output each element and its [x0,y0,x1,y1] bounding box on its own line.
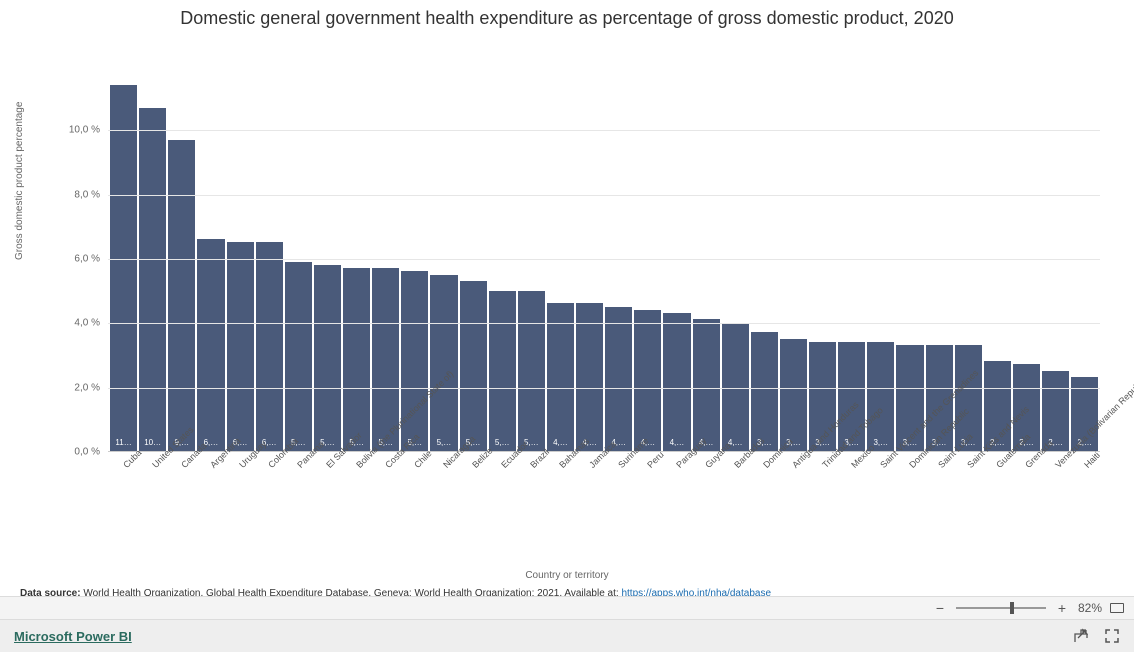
x-tick: Haiti [1071,456,1098,566]
x-tick: Nicaragua [430,456,457,566]
x-tick: Argentina [197,456,224,566]
bar[interactable]: 5,… [285,262,312,451]
report-canvas: Domestic general government health expen… [0,0,1134,595]
x-tick: Costa Rica [372,456,399,566]
x-tick: Saint Lucia [926,456,953,566]
chart-area[interactable]: 0,0 %2,0 %4,0 %6,0 %8,0 %10,0 % 11…10…9,… [60,82,1100,452]
footer-bar: Microsoft Power BI [0,620,1134,652]
x-tick: Peru [634,456,661,566]
x-tick-label: Haiti [1082,450,1102,470]
x-tick: Guatemala [984,456,1011,566]
bar[interactable]: 6,… [227,242,254,451]
bar[interactable]: 11… [110,85,137,451]
x-tick: Mexico [838,456,865,566]
y-axis-label: Gross domestic product percentage [14,102,25,260]
x-tick: Panama [285,456,312,566]
share-icon[interactable] [1072,628,1088,644]
gridline [108,259,1100,260]
x-tick: Chile [401,456,428,566]
x-tick: Grenada [1013,456,1040,566]
fullscreen-icon[interactable] [1104,628,1120,644]
y-tick: 6,0 % [74,253,100,264]
zoom-value: 82% [1078,601,1102,615]
gridline [108,323,1100,324]
bar[interactable]: 5,… [343,268,370,451]
y-tick: 0,0 % [74,447,100,458]
bar[interactable]: 5,… [489,291,516,451]
bar-value-label: 3,… [873,438,888,447]
bar-value-label: 10… [144,438,161,447]
bar[interactable]: 6,… [197,239,224,451]
bar[interactable]: 4,… [576,303,603,451]
y-tick: 2,0 % [74,382,100,393]
bar[interactable]: 4,… [605,307,632,451]
bar[interactable]: 4,… [547,303,574,451]
x-tick: Brazil [518,456,545,566]
x-tick: Bolivia (the Plurinational State of) [343,456,370,566]
bar[interactable]: 3,… [867,342,894,451]
x-axis-labels: CubaUnited StatesCanadaArgentinaUruguayC… [108,456,1100,566]
bar[interactable]: 5,… [460,281,487,451]
x-tick: Paraguay [663,456,690,566]
y-tick: 8,0 % [74,189,100,200]
zoom-out-button[interactable]: − [932,600,948,616]
bar[interactable]: 4,… [663,313,690,451]
x-tick: Saint Kitts and Nevis [955,456,982,566]
x-tick: United States [139,456,166,566]
zoom-toolbar: − + 82% [0,596,1134,620]
x-tick: Trinidad and Tobago [809,456,836,566]
bar[interactable]: 3,… [780,339,807,451]
y-tick: 10,0 % [69,125,100,136]
x-tick: Dominican Republic [896,456,923,566]
x-tick: Uruguay [227,456,254,566]
x-tick: Colombia [256,456,283,566]
bar-value-label: 11… [115,438,131,447]
x-tick: Venezuela (Bolivarian Republic of) [1042,456,1069,566]
fit-to-page-icon[interactable] [1110,603,1124,613]
chart-title: Domestic general government health expen… [0,0,1134,29]
x-tick: Jamaica [576,456,603,566]
footer-icons [1072,628,1120,644]
bar[interactable]: 10… [139,108,166,451]
bar-value-label: 5,… [495,438,510,447]
y-axis: 0,0 %2,0 %4,0 %6,0 %8,0 %10,0 % [60,82,104,452]
x-tick: Belize [460,456,487,566]
y-tick: 4,0 % [74,318,100,329]
zoom-in-button[interactable]: + [1054,600,1070,616]
x-tick: Suriname [605,456,632,566]
x-tick: El Salvador [314,456,341,566]
zoom-slider-handle[interactable] [1010,602,1014,614]
bar[interactable]: 4,… [693,319,720,451]
bar-value-label: 5,… [437,438,452,447]
bar[interactable]: 5,… [314,265,341,451]
zoom-slider[interactable] [956,607,1046,609]
x-tick: Cuba [110,456,137,566]
bar[interactable]: 6,… [256,242,283,451]
x-tick: Dominica [751,456,778,566]
gridline [108,195,1100,196]
x-tick: Barbados [722,456,749,566]
bar[interactable]: 9,… [168,140,195,451]
bar-value-label: 4,… [553,438,568,447]
x-tick: Guyana [693,456,720,566]
x-tick: Ecuador [489,456,516,566]
bar[interactable]: 4,… [634,310,661,451]
x-axis-label: Country or territory [0,570,1134,581]
x-tick: Saint Vincent and the Grenadines [867,456,894,566]
gridline [108,130,1100,131]
powerbi-brand-link[interactable]: Microsoft Power BI [14,629,132,644]
x-tick: Bahamas [547,456,574,566]
x-tick: Canada [168,456,195,566]
x-tick: Antigua and Honduras [780,456,807,566]
bar[interactable]: 5,… [518,291,545,451]
bar[interactable]: 3,… [751,332,778,451]
bar-value-label: 4,… [670,438,685,447]
bar[interactable]: 5,… [430,275,457,451]
